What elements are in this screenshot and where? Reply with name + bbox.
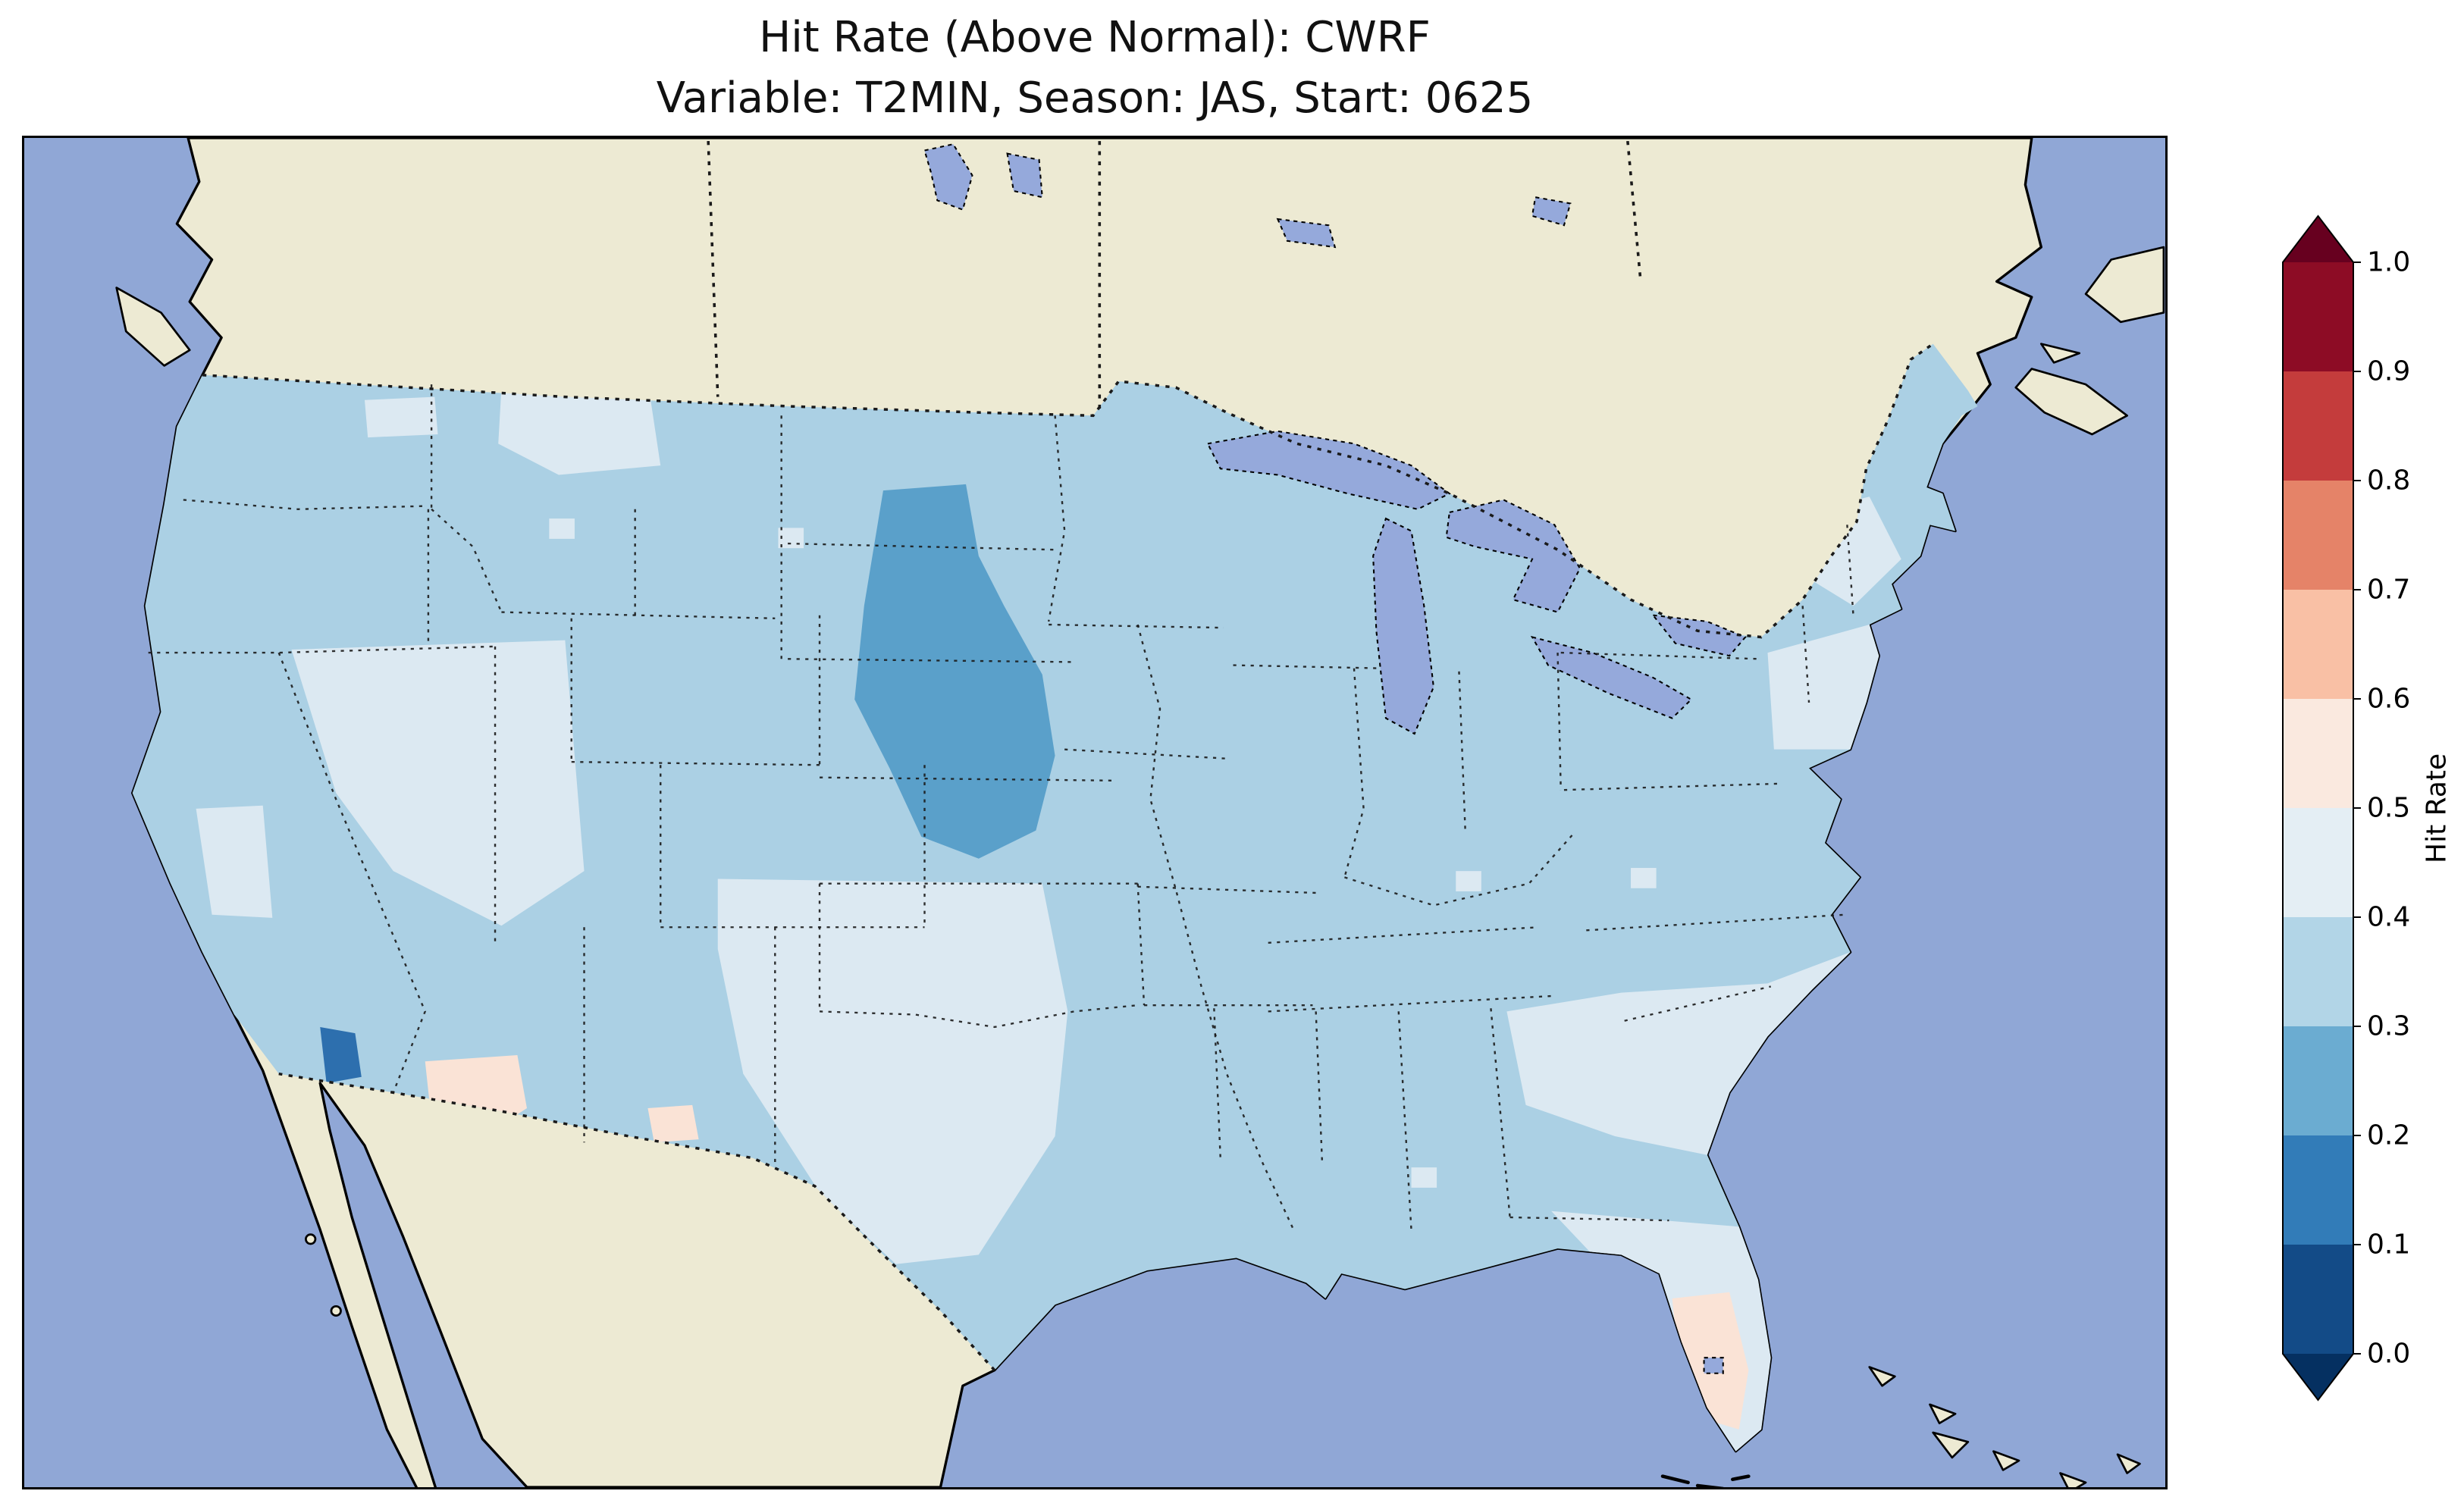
bahamas-islet xyxy=(1992,1450,2020,1471)
colorbar-bin xyxy=(2283,481,2353,590)
canadian-lake xyxy=(1006,152,1043,199)
colorbar-tick-label: 0.2 xyxy=(2367,1120,2410,1151)
bahamas-islet xyxy=(1929,1403,1957,1424)
patch-midatlantic-light xyxy=(1767,625,1879,750)
baja-islet xyxy=(330,1305,342,1317)
us-hit-rate-map xyxy=(24,138,2165,1487)
colorbar-bin xyxy=(2283,262,2353,371)
baja-islet xyxy=(304,1233,317,1245)
colorbar-tick-labels: 1.0 0.9 0.8 0.7 0.6 0.5 0.4 0.3 0.2 0.1 … xyxy=(2367,247,2410,1370)
colorbar-tick-label: 0.0 xyxy=(2367,1339,2410,1370)
vancouver-island xyxy=(115,287,191,367)
figure-title-line1: Hit Rate (Above Normal): CWRF xyxy=(759,13,1431,62)
patch-washington-light xyxy=(364,396,438,438)
international-borders xyxy=(202,140,1934,1371)
bahamas-islet xyxy=(2116,1453,2141,1474)
lake-michigan xyxy=(1372,517,1434,735)
patch-arizona-border-dark-spot xyxy=(320,1026,362,1084)
state-borders xyxy=(148,384,1854,1230)
colorbar-tick-label: 0.1 xyxy=(2367,1229,2410,1261)
lake-huron xyxy=(1445,499,1582,613)
colorbar-bin xyxy=(2283,1026,2353,1135)
canada-province-border xyxy=(707,141,719,397)
bahamas-islet xyxy=(1868,1366,1896,1387)
colorbar-tick-label: 1.0 xyxy=(2367,247,2410,278)
prince-edward-island xyxy=(2039,343,2081,364)
colorbar-tick-label: 0.9 xyxy=(2367,356,2410,387)
canadian-lake xyxy=(1531,196,1572,227)
patch-california-light xyxy=(196,805,273,918)
figure-title: Hit Rate (Above Normal): CWRF Variable: … xyxy=(22,8,2168,129)
patch-cell-light xyxy=(778,528,804,549)
patch-southern-plains-texas-light xyxy=(717,879,1068,1264)
newfoundland xyxy=(2084,246,2165,324)
colorbar-bin xyxy=(2283,1135,2353,1245)
patch-northwest-light xyxy=(498,381,661,475)
colorbar-tick-label: 0.6 xyxy=(2367,684,2410,715)
patch-new-mexico-pink-small xyxy=(647,1104,699,1143)
colorbar-tick-label: 0.8 xyxy=(2367,465,2410,496)
nova-scotia xyxy=(2014,368,2129,436)
patch-cell-light xyxy=(1456,871,1481,891)
lakes xyxy=(923,143,1747,1374)
colorbar-tick-label: 0.4 xyxy=(2367,902,2410,933)
map-axes xyxy=(22,136,2168,1489)
canadian-lake xyxy=(923,143,973,211)
colorbar-bin xyxy=(2283,699,2353,808)
colorbar-tick-label: 0.3 xyxy=(2367,1011,2410,1042)
colorbar: 1.0 0.9 0.8 0.7 0.6 0.5 0.4 0.3 0.2 0.1 … xyxy=(2282,215,2426,1402)
islands xyxy=(115,246,2165,1487)
colorbar-extend-over-arrow xyxy=(2283,216,2353,262)
bahamas-islet xyxy=(2059,1472,2087,1487)
lake-ontario xyxy=(1651,614,1747,657)
colorbar-bin xyxy=(2283,917,2353,1026)
lake-superior xyxy=(1206,430,1451,510)
colorbar-svg: 1.0 0.9 0.8 0.7 0.6 0.5 0.4 0.3 0.2 0.1 … xyxy=(2282,215,2410,1402)
colorbar-bin xyxy=(2283,808,2353,917)
patch-cell-light xyxy=(549,518,575,539)
colorbar-tick-label: 0.7 xyxy=(2367,575,2410,606)
colorbar-extend-under-arrow xyxy=(2283,1354,2353,1400)
colorbar-bin xyxy=(2283,590,2353,699)
patch-southeast-coastal-light xyxy=(1506,952,1851,1155)
lake-erie xyxy=(1530,635,1693,719)
colorbar-bin xyxy=(2283,371,2353,481)
figure-title-line2: Variable: T2MIN, Season: JAS, Start: 062… xyxy=(656,74,1534,123)
patch-great-basin-light xyxy=(291,640,585,926)
canadian-lake xyxy=(1276,218,1337,249)
patch-plains-low-hit-rate xyxy=(854,484,1055,859)
canada-province-border xyxy=(1626,140,1642,279)
lake-okeechobee xyxy=(1703,1357,1724,1374)
us-canada-border xyxy=(202,343,1934,639)
patch-cell-light xyxy=(1411,1167,1437,1188)
patch-cell-light xyxy=(1631,868,1657,888)
colorbar-axis-label: Hit Rate xyxy=(2421,753,2453,863)
florida-keys xyxy=(1660,1474,1751,1487)
bahamas-islet xyxy=(1932,1431,1970,1459)
colorbar-bin xyxy=(2283,1245,2353,1354)
colorbar-tick-label: 0.5 xyxy=(2367,793,2410,824)
colorbar-ticks xyxy=(2353,262,2361,1355)
hit-rate-patches xyxy=(196,381,1901,1452)
